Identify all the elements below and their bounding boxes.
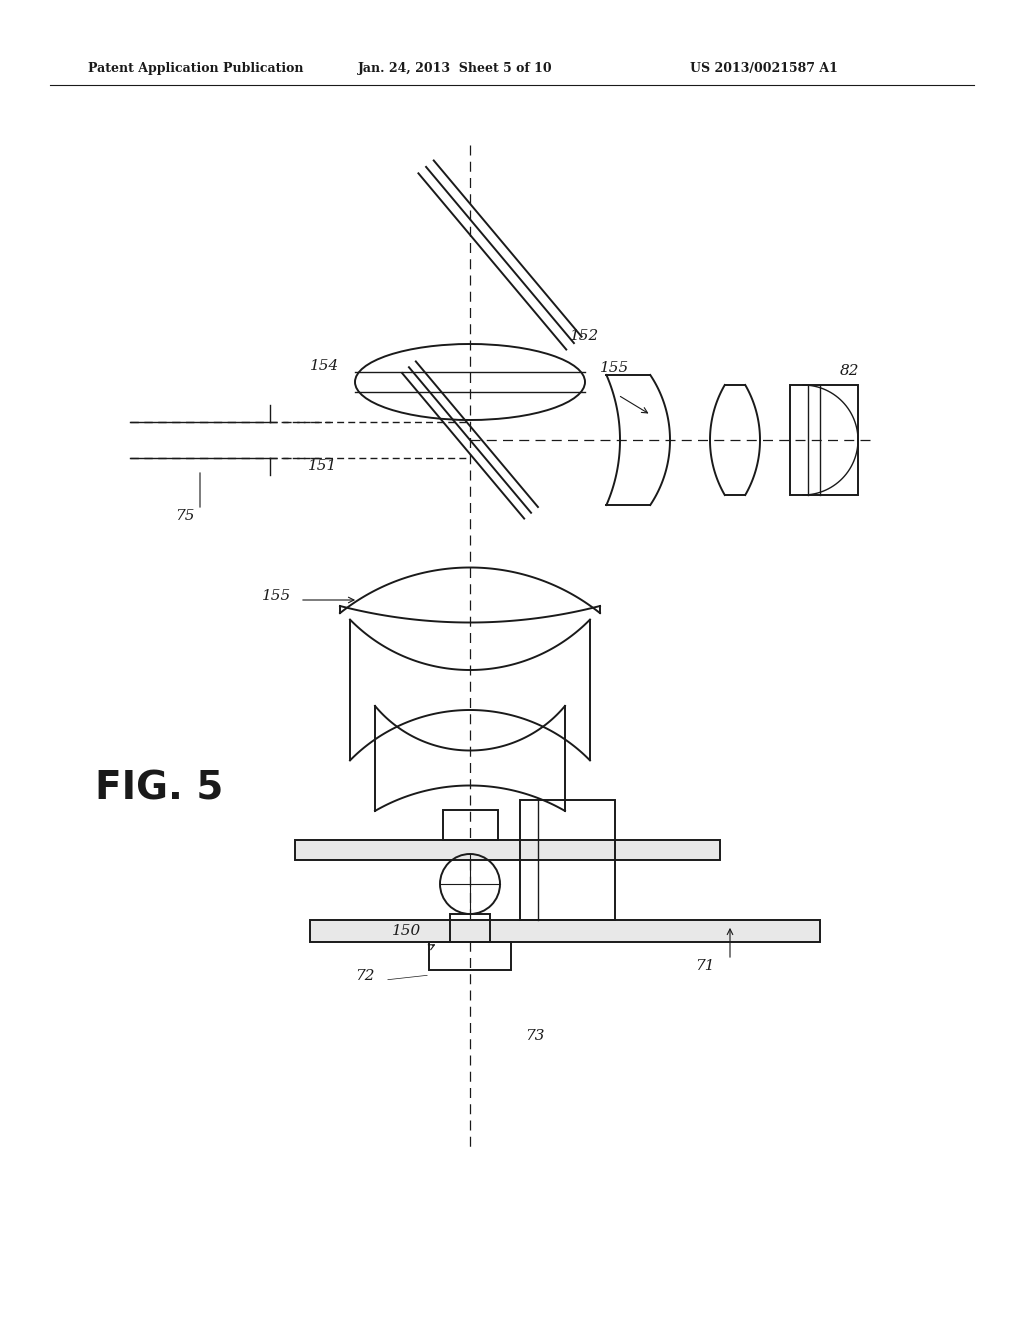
Text: 155: 155 — [262, 589, 291, 603]
Text: 152: 152 — [570, 329, 599, 343]
Text: 151: 151 — [308, 459, 337, 473]
Text: 71: 71 — [695, 960, 715, 973]
Text: 72: 72 — [355, 969, 375, 983]
Bar — [429, 942, 511, 970]
Text: Patent Application Publication: Patent Application Publication — [88, 62, 303, 75]
Bar — [442, 810, 498, 840]
Text: Jan. 24, 2013  Sheet 5 of 10: Jan. 24, 2013 Sheet 5 of 10 — [358, 62, 553, 75]
Text: 155: 155 — [600, 360, 630, 375]
Bar — [450, 913, 490, 942]
Bar — [790, 385, 858, 495]
Text: FIG. 5: FIG. 5 — [95, 770, 223, 808]
Text: 150: 150 — [392, 924, 421, 939]
Text: US 2013/0021587 A1: US 2013/0021587 A1 — [690, 62, 838, 75]
Text: 73: 73 — [525, 1030, 545, 1043]
Text: 154: 154 — [310, 359, 339, 374]
Bar — [520, 800, 615, 920]
Text: 82: 82 — [840, 364, 859, 378]
Bar — [310, 920, 820, 942]
Bar — [295, 840, 720, 861]
Text: 75: 75 — [175, 510, 195, 523]
